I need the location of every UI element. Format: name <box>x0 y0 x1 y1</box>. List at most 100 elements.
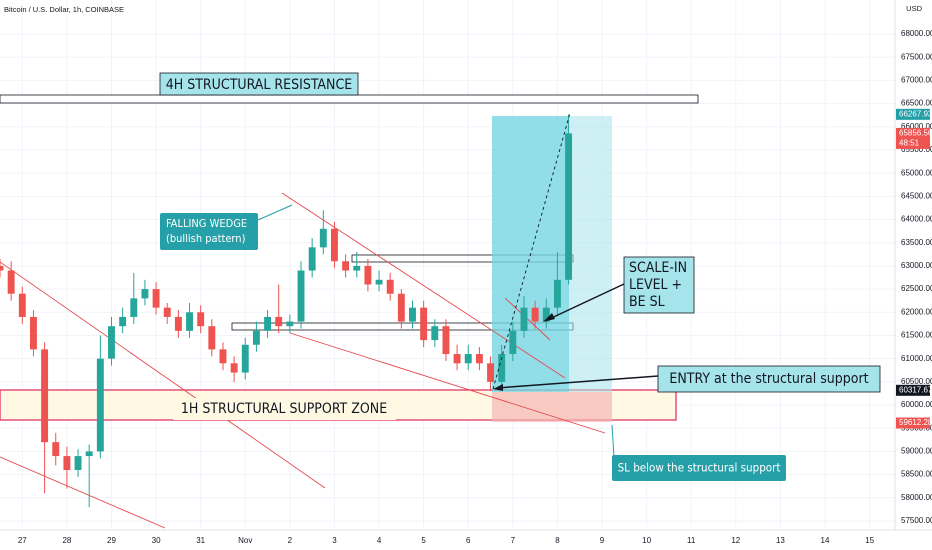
candle-body <box>186 312 193 331</box>
y-tick-label: 65500.00 <box>901 145 932 154</box>
arrow-head <box>543 313 555 322</box>
callout-box <box>612 455 786 481</box>
trendline <box>281 192 566 379</box>
price-label-box <box>896 417 930 429</box>
candle-body <box>264 316 272 331</box>
y-tick-label: 64000.00 <box>901 215 932 224</box>
price-label-box <box>896 127 930 149</box>
candle-body <box>18 293 26 317</box>
x-tick-label: 5 <box>421 536 426 545</box>
y-tick-label: 61000.00 <box>901 354 932 363</box>
candle-body <box>230 363 238 373</box>
candle-body <box>375 279 383 285</box>
candle-body <box>286 321 294 327</box>
price-label: 60317.67 <box>899 385 932 394</box>
callout-line <box>257 204 293 221</box>
trendlines <box>0 192 606 529</box>
candle-body <box>241 344 249 373</box>
candle-body <box>531 307 539 322</box>
x-tick-label: Nov <box>238 536 252 545</box>
candle-body <box>152 289 160 308</box>
candle-body <box>163 307 171 317</box>
y-tick-label: 65000.00 <box>901 168 932 177</box>
price-label: 66267.93 <box>899 109 932 118</box>
y-tick-label: 66000.00 <box>901 122 932 131</box>
x-tick-label: 30 <box>152 536 161 545</box>
callout-box <box>160 213 258 250</box>
y-tick-label: 62500.00 <box>901 284 932 293</box>
label-box <box>623 256 695 314</box>
scale-in-label: SCALE-IN <box>629 260 687 276</box>
x-tick-label: 8 <box>555 536 560 545</box>
candle-body <box>453 354 461 364</box>
x-tick-label: 11 <box>687 536 696 545</box>
wedge-label: (bullish pattern) <box>166 232 246 245</box>
candle-body <box>420 307 428 341</box>
y-tick-label: 63000.00 <box>901 261 932 270</box>
y-tick-label: 66500.00 <box>901 99 932 108</box>
candle-body <box>409 307 416 322</box>
x-tick-label: 9 <box>600 536 605 545</box>
y-tick-label: 60000.00 <box>901 400 932 409</box>
candle-body <box>141 289 149 299</box>
y-tick-label: 58000.00 <box>901 493 932 502</box>
y-tick-label: 67500.00 <box>901 52 932 61</box>
x-tick-label: 3 <box>332 536 337 545</box>
y-tick-label: 57500.00 <box>901 516 932 525</box>
candle-body <box>498 354 506 382</box>
candle-body <box>41 349 49 443</box>
candle-body <box>397 293 405 322</box>
candle-body <box>63 456 71 470</box>
x-tick-label: 2 <box>288 536 293 545</box>
candles <box>0 114 573 508</box>
candle-body <box>431 326 439 341</box>
x-tick-label: 15 <box>865 536 874 545</box>
loss-zone <box>492 392 612 422</box>
entry-label: ENTRY at the structural support <box>669 371 868 387</box>
candle-body <box>509 330 517 355</box>
scale-in-label: LEVEL + <box>629 277 682 293</box>
currency-label: USD <box>906 4 922 13</box>
candle-body <box>7 270 15 294</box>
y-tick-label: 67000.00 <box>901 75 932 84</box>
candle-body <box>275 316 283 327</box>
candle-body <box>29 316 37 350</box>
wedge-label: FALLING WEDGE <box>166 217 247 230</box>
trendline <box>0 456 166 529</box>
candle-body <box>108 326 115 359</box>
arrow-head <box>493 384 503 391</box>
candle-body <box>464 354 472 364</box>
candle-body <box>0 265 4 271</box>
x-tick-label: 13 <box>776 536 785 545</box>
candle-body <box>342 261 350 271</box>
callout-line <box>611 424 615 458</box>
candle-body <box>553 279 561 308</box>
candle-body <box>542 307 550 322</box>
chart-title: Bitcoin / U.S. Dollar, 1h, COINBASE <box>4 5 124 14</box>
x-tick-label: 14 <box>821 536 830 545</box>
candle-body <box>74 456 82 470</box>
sl-label: SL below the structural support <box>618 461 781 475</box>
candle-body <box>174 316 182 331</box>
candle-body <box>487 363 494 382</box>
x-tick-label: 27 <box>18 536 27 545</box>
arrow-line <box>544 283 625 322</box>
candle-body <box>208 326 216 350</box>
x-tick-label: 10 <box>642 536 651 545</box>
candle-body <box>475 354 483 364</box>
candle-body <box>565 133 573 280</box>
y-tick-label: 60500.00 <box>901 377 932 386</box>
candle-body <box>330 228 338 262</box>
trendline <box>504 297 551 341</box>
y-tick-label: 63500.00 <box>901 238 932 247</box>
price-label-box <box>896 384 930 396</box>
resistance-zone <box>0 94 699 104</box>
y-tick-label: 62000.00 <box>901 307 932 316</box>
candle-body <box>219 349 227 364</box>
y-tick-label: 58500.00 <box>901 470 932 479</box>
candle-body <box>353 265 361 271</box>
trendline <box>0 261 326 489</box>
candle-body <box>297 270 305 322</box>
